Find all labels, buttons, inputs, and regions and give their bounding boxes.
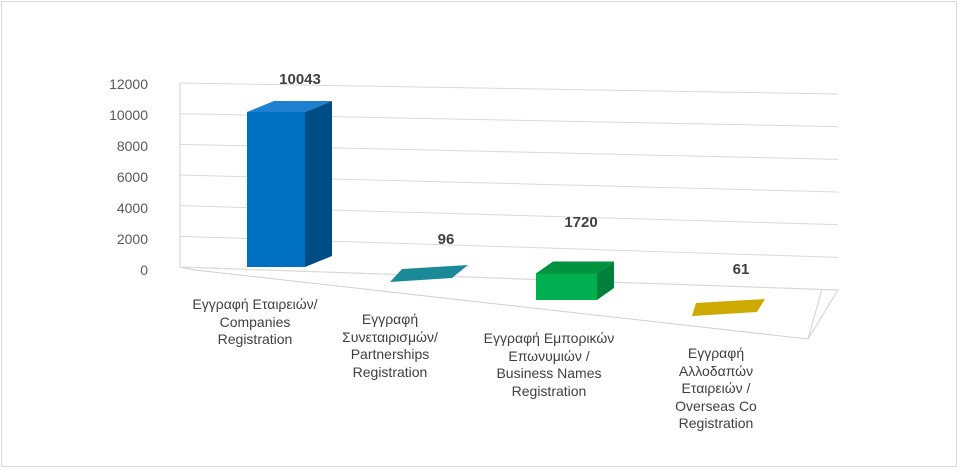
bar-top — [247, 101, 332, 112]
x-category-label: Εγγραφή Εταιρειών/ Companies Registratio… — [192, 296, 318, 347]
y-tick-label: 0 — [140, 262, 148, 278]
gridline — [179, 82, 839, 95]
y-tick-label: 4000 — [117, 200, 148, 216]
bar-2 — [390, 265, 468, 282]
bar-front — [536, 273, 597, 300]
data-label: 1720 — [564, 214, 597, 231]
data-label: 96 — [438, 231, 455, 248]
bar-side — [305, 101, 332, 267]
y-tick-label: 6000 — [117, 169, 148, 185]
bar-side — [597, 261, 614, 300]
y-tick-label: 2000 — [117, 231, 148, 247]
bar-front — [247, 112, 305, 267]
bar-slab — [390, 265, 468, 282]
bar-1 — [247, 101, 332, 267]
bar-3 — [536, 261, 614, 300]
floor-right-edge — [807, 288, 823, 340]
x-category-label: Εγγραφή Αλλοδαπών Εταιρειών / Overseas C… — [675, 345, 757, 431]
y-tick-label: 12000 — [109, 76, 148, 92]
bar-top — [536, 261, 614, 274]
y-tick-label: 8000 — [117, 138, 148, 154]
x-category-label: Εγγραφή Συνεταιρισμών/ Partnerships Regi… — [342, 311, 438, 380]
bar-slab — [692, 299, 765, 316]
gridline — [179, 266, 839, 291]
x-category-label: Εγγραφή Εμπορικών Επωνυμιών / Business N… — [483, 330, 615, 399]
bar-4 — [692, 299, 765, 316]
y-tick-label: 10000 — [109, 107, 148, 123]
data-label: 10043 — [279, 71, 321, 88]
data-label: 61 — [733, 261, 750, 278]
